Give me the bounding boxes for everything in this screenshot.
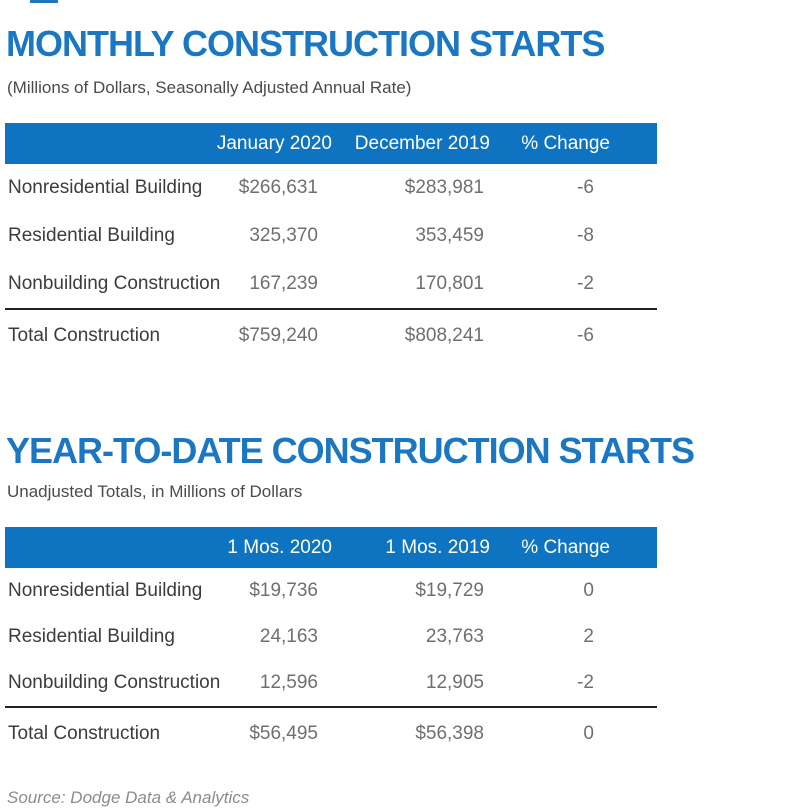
ytd-table-header-bar: 1 Mos. 2020 1 Mos. 2019 % Change: [5, 527, 657, 568]
cell-value: $808,241: [404, 324, 484, 346]
cell-value: 0: [583, 580, 594, 601]
cell-value: 23,763: [425, 626, 484, 647]
cell-value: 2: [583, 626, 594, 647]
column-header-1mos-2019: 1 Mos. 2019: [385, 536, 490, 558]
row-label: Nonbuilding Construction: [8, 273, 221, 294]
accent-dash: [30, 0, 58, 3]
cell-value: 12,596: [259, 672, 318, 693]
total-divider: [5, 706, 657, 708]
table-row: Nonbuilding Construction 12,596 12,905 -2: [5, 660, 657, 706]
cell-value: $759,240: [238, 324, 318, 346]
cell-value: $56,495: [249, 722, 318, 744]
table-row: Residential Building 325,370 353,459 -8: [5, 212, 657, 260]
cell-value: 167,239: [249, 273, 318, 294]
table-body: Nonresidential Building $266,631 $283,981 -…: [5, 164, 657, 361]
row-label: Residential Building: [8, 626, 175, 647]
monthly-table-header-bar: January 2020 December 2019 % Change: [5, 123, 657, 164]
table-row: Nonresidential Building $266,631 $283,981 -…: [5, 164, 657, 212]
cell-value: $19,736: [249, 580, 318, 601]
cell-value: 325,370: [249, 225, 318, 246]
cell-value: -2: [577, 273, 594, 294]
column-header-percent-change: % Change: [521, 132, 610, 154]
ytd-table-title: YEAR-TO-DATE CONSTRUCTION STARTS: [6, 430, 695, 471]
cell-value: $266,631: [238, 177, 318, 198]
cell-value: -6: [577, 324, 594, 346]
total-divider: [5, 308, 657, 310]
ytd-starts-table: 1 Mos. 2020 1 Mos. 2019 % Change Nonresi…: [5, 527, 657, 759]
column-header-december-2019: December 2019: [354, 132, 490, 154]
column-header-1mos-2020: 1 Mos. 2020: [227, 536, 332, 558]
table-row: Residential Building 24,163 23,763 2: [5, 614, 657, 660]
total-row: Total Construction $759,240 $808,241 -6: [5, 310, 657, 361]
cell-value: $19,729: [415, 580, 484, 601]
cell-value: -8: [577, 225, 594, 246]
cell-value: 353,459: [415, 225, 484, 246]
column-header-percent-change: % Change: [521, 536, 610, 558]
cell-value: 170,801: [415, 273, 484, 294]
total-row: Total Construction $56,495 $56,398 0: [5, 708, 657, 759]
row-label: Nonbuilding Construction: [8, 672, 221, 693]
table-row: Nonresidential Building $19,736 $19,729 0: [5, 568, 657, 614]
cell-value: $56,398: [415, 722, 484, 744]
row-label: Residential Building: [8, 225, 175, 246]
row-label: Nonresidential Building: [8, 177, 203, 198]
ytd-table-subtitle: Unadjusted Totals, in Millions of Dollar…: [7, 482, 303, 501]
cell-value: $283,981: [404, 177, 484, 198]
row-label: Nonresidential Building: [8, 580, 203, 601]
monthly-table-title: MONTHLY CONSTRUCTION STARTS: [6, 23, 605, 64]
table-body: Nonresidential Building $19,736 $19,729 0 Re…: [5, 568, 657, 759]
table-row: Nonbuilding Construction 167,239 170,801 -2: [5, 260, 657, 308]
source-note: Source: Dodge Data & Analytics: [7, 788, 250, 807]
row-label: Total Construction: [8, 324, 161, 346]
monthly-starts-table: January 2020 December 2019 % Change Nonr…: [5, 123, 657, 361]
cell-value: 12,905: [425, 672, 484, 693]
column-header-january-2020: January 2020: [216, 132, 332, 154]
cell-value: 24,163: [259, 626, 318, 647]
cell-value: 0: [583, 722, 594, 744]
cell-value: -6: [577, 177, 594, 198]
cell-value: -2: [577, 672, 594, 693]
row-label: Total Construction: [8, 722, 161, 744]
monthly-table-subtitle: (Millions of Dollars, Seasonally Adjuste…: [7, 78, 412, 97]
